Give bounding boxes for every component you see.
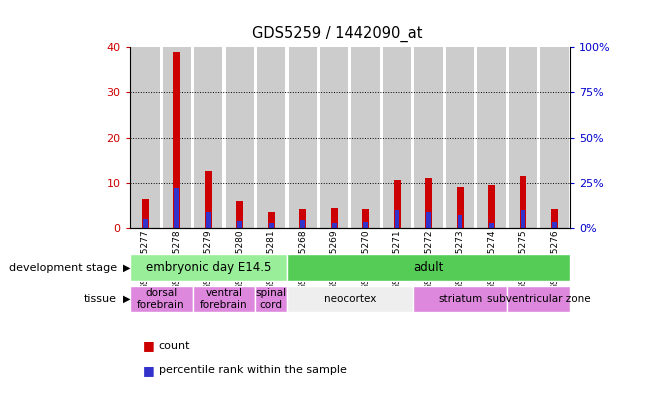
Bar (206, 212, 211, 228)
Text: embryonic day E14.5: embryonic day E14.5 (146, 261, 271, 274)
Bar (552, 222, 557, 228)
Text: spinal
cord: spinal cord (256, 288, 287, 310)
Bar (237, 201, 243, 228)
Bar (143, 219, 148, 228)
Bar (269, 223, 273, 228)
Bar (364, 222, 368, 228)
Text: adult: adult (413, 261, 444, 274)
Bar (300, 220, 305, 228)
Text: striatum: striatum (438, 294, 482, 304)
Bar (520, 176, 526, 228)
Bar (163, 47, 191, 228)
Text: neocortex: neocortex (324, 294, 376, 304)
Bar (509, 47, 537, 228)
Bar (395, 210, 399, 228)
Bar (457, 215, 463, 228)
Bar (478, 47, 505, 228)
Text: ■: ■ (143, 364, 154, 377)
Bar (551, 209, 558, 228)
Bar (226, 47, 254, 228)
Bar (268, 212, 275, 228)
Bar (446, 47, 474, 228)
Bar (288, 47, 317, 228)
Bar (540, 47, 569, 228)
Bar (426, 212, 431, 228)
Bar (425, 178, 432, 228)
Text: count: count (159, 341, 191, 351)
Bar (520, 210, 526, 228)
Bar (194, 47, 222, 228)
Text: development stage: development stage (8, 263, 117, 273)
Bar (257, 47, 285, 228)
Text: ventral
forebrain: ventral forebrain (200, 288, 248, 310)
Text: ■: ■ (143, 339, 154, 353)
Bar (489, 222, 494, 228)
Text: GDS5259 / 1442090_at: GDS5259 / 1442090_at (251, 26, 422, 42)
Text: percentile rank within the sample: percentile rank within the sample (159, 365, 347, 375)
Bar (174, 51, 180, 228)
Bar (299, 209, 306, 228)
Text: dorsal
forebrain: dorsal forebrain (137, 288, 185, 310)
Bar (362, 209, 369, 228)
Bar (415, 47, 443, 228)
Bar (205, 171, 212, 228)
Bar (332, 222, 336, 228)
Bar (457, 187, 463, 228)
Text: subventricular zone: subventricular zone (487, 294, 590, 304)
Bar (394, 180, 400, 228)
Bar (351, 47, 380, 228)
Text: ▶: ▶ (123, 294, 131, 304)
Bar (131, 47, 159, 228)
Bar (383, 47, 411, 228)
Bar (320, 47, 349, 228)
Bar (488, 185, 495, 228)
Bar (330, 208, 338, 228)
Bar (237, 221, 242, 228)
Bar (174, 188, 179, 228)
Text: tissue: tissue (84, 294, 117, 304)
Text: ▶: ▶ (123, 263, 131, 273)
Bar (142, 198, 149, 228)
